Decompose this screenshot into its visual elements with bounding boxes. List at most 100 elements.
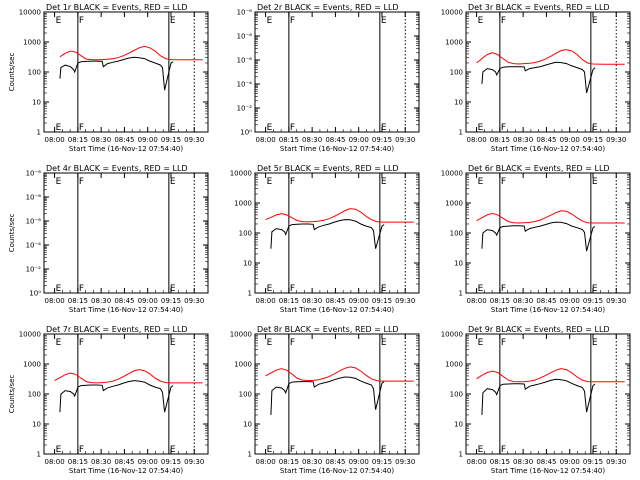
x-tick-label: 09:15 bbox=[161, 458, 181, 466]
x-tick-label: 08:00 bbox=[44, 136, 64, 144]
lld-rate-line bbox=[476, 210, 625, 224]
panel-title: Det 9r BLACK = Events, RED = LLD bbox=[468, 325, 610, 334]
y-tick-label: 100 bbox=[28, 69, 41, 77]
x-tick-label: 09:00 bbox=[138, 297, 158, 305]
y-tick-label: 10 bbox=[243, 421, 252, 429]
y-tick-label: 10⁰ bbox=[29, 290, 41, 298]
x-tick-label: 09:00 bbox=[138, 136, 158, 144]
x-tick-label: 09:30 bbox=[395, 136, 415, 144]
flag-bottom-f: F bbox=[501, 445, 506, 455]
x-tick-label: 08:30 bbox=[91, 458, 111, 466]
y-tick-label: 1 bbox=[37, 451, 41, 459]
y-tick-label: 10⁻⁶ bbox=[237, 57, 253, 65]
x-tick-label: 09:00 bbox=[560, 297, 580, 305]
y-tick-label: 10000 bbox=[441, 9, 463, 17]
flag-bottom-f: F bbox=[501, 284, 506, 294]
x-tick-label: 08:30 bbox=[513, 136, 533, 144]
x-tick-label: 08:00 bbox=[466, 458, 486, 466]
x-axis-label: Start Time (16-Nov-12 07:54:40) bbox=[69, 467, 183, 475]
x-tick-label: 08:45 bbox=[114, 458, 134, 466]
flag-top-e: E bbox=[170, 338, 176, 348]
flag-bottom-e: E bbox=[56, 123, 62, 133]
x-tick-label: 08:30 bbox=[513, 458, 533, 466]
y-tick-label: 1000 bbox=[23, 39, 41, 47]
y-tick-label: 1000 bbox=[445, 200, 463, 208]
flag-top-f: F bbox=[79, 177, 84, 187]
panel-det-7: Det 7r BLACK = Events, RED = LLD 1 10 100 10… bbox=[8, 325, 209, 475]
y-tick-label: 1 bbox=[459, 290, 463, 298]
flag-bottom-e: E bbox=[267, 284, 273, 294]
x-tick-label: 08:00 bbox=[44, 458, 64, 466]
y-tick-label: 1000 bbox=[445, 39, 463, 47]
flag-top-f: F bbox=[501, 177, 506, 187]
y-tick-label: 1 bbox=[248, 451, 252, 459]
flag-bottom-e: E bbox=[381, 445, 387, 455]
flag-top-e: E bbox=[267, 177, 273, 187]
x-axis-label: Start Time (16-Nov-12 07:54:40) bbox=[280, 306, 394, 314]
flag-top-f: F bbox=[290, 338, 295, 348]
lld-rate-line bbox=[265, 208, 414, 223]
x-tick-label: 09:30 bbox=[395, 297, 415, 305]
x-tick-label: 08:00 bbox=[255, 458, 275, 466]
x-tick-label: 08:15 bbox=[490, 458, 510, 466]
flag-top-f: F bbox=[501, 16, 506, 26]
x-tick-label: 09:30 bbox=[184, 136, 204, 144]
flag-top-f: F bbox=[290, 16, 295, 26]
y-tick-label: 1000 bbox=[234, 200, 252, 208]
y-tick-label: 10 bbox=[454, 421, 463, 429]
y-tick-label: 10⁻⁶ bbox=[26, 170, 42, 178]
x-tick-label: 08:15 bbox=[279, 458, 299, 466]
panel-title: Det 4r BLACK = Events, RED = LLD bbox=[46, 164, 188, 173]
x-tick-label: 09:30 bbox=[606, 297, 626, 305]
plot-frame bbox=[254, 172, 420, 294]
flag-top-e: E bbox=[478, 16, 484, 26]
x-axis-label: Start Time (16-Nov-12 07:54:40) bbox=[491, 467, 605, 475]
panel-det-2: Det 2r BLACK = Events, RED = LLD 10⁰ 10⁻² 1… bbox=[237, 3, 420, 153]
panel-det-8: Det 8r BLACK = Events, RED = LLD 1 10 100 10… bbox=[230, 325, 420, 475]
flag-bottom-e: E bbox=[478, 445, 484, 455]
x-tick-label: 09:15 bbox=[583, 458, 603, 466]
y-tick-label: 100 bbox=[28, 391, 41, 399]
flag-top-f: F bbox=[79, 16, 84, 26]
x-tick-label: 08:45 bbox=[536, 297, 556, 305]
x-tick-label: 09:30 bbox=[184, 458, 204, 466]
events-rate-line bbox=[270, 219, 385, 249]
events-rate-line bbox=[59, 380, 174, 413]
events-rate-line bbox=[59, 56, 174, 91]
y-axis-label: Counts/sec bbox=[8, 375, 16, 414]
flag-top-e: E bbox=[267, 338, 273, 348]
plot-frame bbox=[465, 172, 631, 294]
flag-top-e: E bbox=[381, 16, 387, 26]
panel-title: Det 6r BLACK = Events, RED = LLD bbox=[468, 164, 610, 173]
y-tick-label: 1000 bbox=[23, 361, 41, 369]
x-tick-label: 08:00 bbox=[466, 297, 486, 305]
panel-det-6: Det 6r BLACK = Events, RED = LLD 1 10 100 10… bbox=[441, 164, 631, 314]
flag-bottom-e: E bbox=[478, 123, 484, 133]
x-tick-label: 08:15 bbox=[279, 136, 299, 144]
panel-title: Det 5r BLACK = Events, RED = LLD bbox=[257, 164, 399, 173]
x-tick-label: 09:00 bbox=[560, 136, 580, 144]
y-tick-label: 10⁻⁸ bbox=[237, 33, 253, 41]
flag-bottom-e: E bbox=[56, 284, 62, 294]
x-tick-label: 08:30 bbox=[513, 297, 533, 305]
y-tick-label: 10000 bbox=[19, 9, 41, 17]
y-tick-label: 10 bbox=[454, 99, 463, 107]
plot-frame bbox=[465, 333, 631, 455]
x-tick-label: 09:00 bbox=[560, 458, 580, 466]
panel-det-5: Det 5r BLACK = Events, RED = LLD 1 10 100 10… bbox=[230, 164, 420, 314]
y-tick-label: 10⁻⁴ bbox=[237, 81, 253, 89]
flag-bottom-e: E bbox=[592, 445, 598, 455]
x-tick-label: 09:15 bbox=[372, 297, 392, 305]
panel-det-3: Det 3r BLACK = Events, RED = LLD 1 10 100 10… bbox=[441, 3, 631, 153]
plot-frame bbox=[254, 333, 420, 455]
y-tick-label: 10000 bbox=[230, 170, 252, 178]
x-tick-label: 09:15 bbox=[583, 136, 603, 144]
y-tick-label: 1 bbox=[459, 451, 463, 459]
y-tick-label: 1 bbox=[248, 290, 252, 298]
y-tick-label: 10⁻² bbox=[237, 105, 253, 113]
x-tick-label: 08:15 bbox=[68, 297, 88, 305]
flag-bottom-e: E bbox=[381, 123, 387, 133]
panel-title: Det 8r BLACK = Events, RED = LLD bbox=[257, 325, 399, 334]
x-axis-label: Start Time (16-Nov-12 07:54:40) bbox=[491, 306, 605, 314]
